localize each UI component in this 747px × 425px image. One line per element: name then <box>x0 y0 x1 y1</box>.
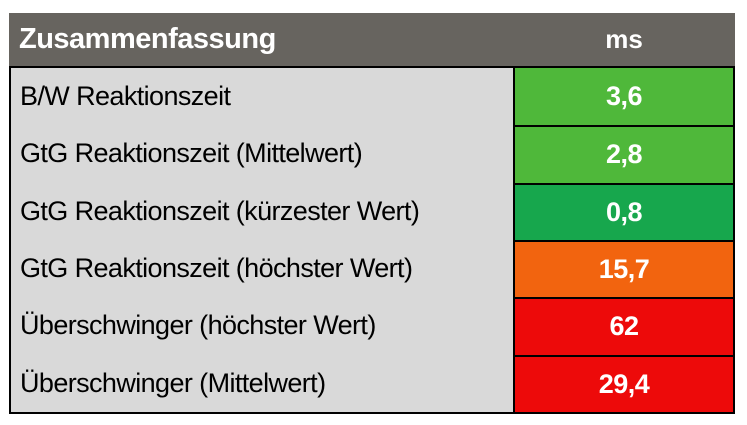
unit-header: ms <box>605 24 643 54</box>
value-cell: 3,6 <box>513 68 733 126</box>
value-cell: 15,7 <box>513 239 733 298</box>
row-label: GtG Reaktionszeit (höchster Wert) <box>20 253 413 284</box>
table-row: Überschwinger (höchster Wert) 62 <box>11 297 733 355</box>
table-header: Zusammenfassung ms <box>9 13 735 66</box>
table-body: B/W Reaktionszeit 3,6 GtG Reaktionszeit … <box>9 66 735 414</box>
summary-table: Zusammenfassung ms B/W Reaktionszeit 3,6… <box>9 13 735 414</box>
row-label: Überschwinger (Mittelwert) <box>20 367 326 398</box>
row-label: B/W Reaktionszeit <box>20 81 231 112</box>
table-row: B/W Reaktionszeit 3,6 <box>11 68 733 126</box>
value-cell: 62 <box>513 297 733 355</box>
table-row: GtG Reaktionszeit (höchster Wert) 15,7 <box>11 239 733 298</box>
table-row: GtG Reaktionszeit (Mittelwert) 2,8 <box>11 125 733 183</box>
row-label: GtG Reaktionszeit (Mittelwert) <box>20 138 363 169</box>
table-row: Überschwinger (Mittelwert) 29,4 <box>11 354 733 412</box>
value-cell: 29,4 <box>513 354 733 412</box>
value-cell: 2,8 <box>513 125 733 183</box>
table-title: Zusammenfassung <box>19 23 276 55</box>
value-cell: 0,8 <box>513 182 733 240</box>
table-row: GtG Reaktionszeit (kürzester Wert) 0,8 <box>11 182 733 240</box>
row-label: Überschwinger (höchster Wert) <box>20 310 376 341</box>
row-label: GtG Reaktionszeit (kürzester Wert) <box>20 195 420 226</box>
